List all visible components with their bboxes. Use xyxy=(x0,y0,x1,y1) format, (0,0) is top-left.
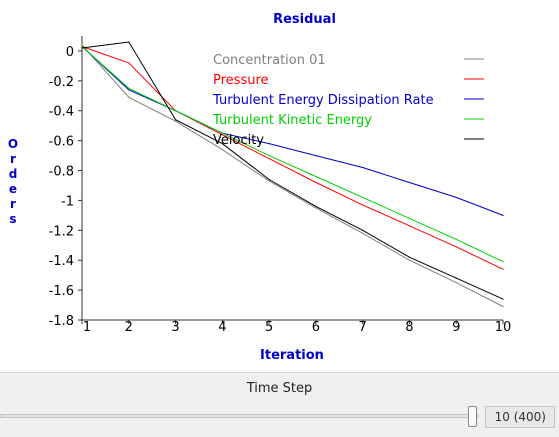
data-point-velocity xyxy=(268,178,270,181)
y-tick-label: -1.4 xyxy=(49,254,74,269)
data-point-concentration-01 xyxy=(315,207,317,209)
time-step-slider-track[interactable] xyxy=(0,414,478,418)
data-point-turbulent-kinetic-energy xyxy=(221,132,223,134)
data-point-pressure xyxy=(128,62,130,64)
y-tick-label: -1.6 xyxy=(49,284,74,299)
y-axis-label-char: d xyxy=(9,167,18,181)
y-axis-label-char: r xyxy=(10,152,16,166)
y-tick-label: -0.4 xyxy=(49,105,74,120)
time-step-panel: Time Step 10 (400) xyxy=(0,372,559,437)
data-point-pressure xyxy=(221,134,223,136)
x-tick-label: 6 xyxy=(312,320,320,335)
data-point-turbulent-energy-dissipation-rate xyxy=(502,214,504,216)
data-point-pressure xyxy=(455,246,457,248)
data-point-pressure xyxy=(268,157,270,160)
legend-label-velocity: Velocity xyxy=(213,133,264,148)
y-tick-label: -0.2 xyxy=(49,75,74,90)
data-point-turbulent-energy-dissipation-rate xyxy=(315,154,317,157)
data-point-pressure xyxy=(408,225,411,227)
data-point-concentration-01 xyxy=(502,305,504,308)
data-point-pressure xyxy=(502,268,504,270)
data-point-turbulent-kinetic-energy xyxy=(502,261,504,263)
series-line-pressure xyxy=(81,46,504,270)
x-tick-label: 3 xyxy=(171,320,179,335)
legend-label-turbulent-energy-dissipation-rate: Turbulent Energy Dissipation Rate xyxy=(212,93,434,108)
data-point-pressure xyxy=(315,181,317,184)
x-tick-label: 9 xyxy=(452,320,460,335)
data-point-velocity xyxy=(128,41,130,43)
x-tick-label: 8 xyxy=(405,320,413,335)
data-point-pressure xyxy=(362,204,364,206)
data-point-turbulent-kinetic-energy xyxy=(362,196,364,199)
data-point-turbulent-kinetic-energy xyxy=(455,238,457,240)
x-tick-label: 4 xyxy=(218,320,226,335)
y-tick-label: -0.6 xyxy=(49,135,74,150)
series-line-turbulent-kinetic-energy xyxy=(81,46,504,263)
x-tick-label: 1 xyxy=(83,320,91,335)
series-line-turbulent-energy-dissipation-rate xyxy=(81,46,504,216)
data-point-turbulent-energy-dissipation-rate xyxy=(455,196,457,199)
y-tick-label: -1.2 xyxy=(49,224,74,239)
data-point-concentration-01 xyxy=(408,259,411,261)
time-step-label: Time Step xyxy=(246,381,313,396)
y-tick-label: -1 xyxy=(61,194,74,209)
legend-label-pressure: Pressure xyxy=(213,73,269,88)
data-point-turbulent-kinetic-energy xyxy=(174,110,177,112)
legend-label-turbulent-kinetic-energy: Turbulent Kinetic Energy xyxy=(212,113,372,128)
data-point-velocity xyxy=(315,205,317,207)
data-point-velocity xyxy=(174,119,177,121)
data-point-velocity xyxy=(221,143,223,145)
y-tick-label: -0.8 xyxy=(49,165,74,180)
y-axis-label-char: r xyxy=(10,197,16,211)
data-point-turbulent-kinetic-energy xyxy=(81,45,83,48)
data-point-turbulent-energy-dissipation-rate xyxy=(128,89,130,91)
x-axis-label: Iteration xyxy=(260,348,324,363)
y-axis-label-char: s xyxy=(9,212,16,226)
y-tick-label: -1.8 xyxy=(49,314,74,329)
data-point-turbulent-kinetic-energy xyxy=(268,154,270,157)
data-point-concentration-01 xyxy=(128,96,130,98)
chart-title: Residual xyxy=(273,12,336,27)
data-point-turbulent-kinetic-energy xyxy=(128,87,130,89)
data-point-turbulent-energy-dissipation-rate xyxy=(408,181,411,184)
residual-chart: ResidualIterationOrders0-0.2-0.4-0.6-0.8… xyxy=(8,12,512,363)
time-step-value: 10 (400) xyxy=(485,406,555,428)
x-tick-label: 2 xyxy=(125,320,133,335)
y-axis-label-char: e xyxy=(9,182,17,196)
data-point-concentration-01 xyxy=(174,120,177,122)
data-point-turbulent-kinetic-energy xyxy=(408,217,411,219)
data-point-concentration-01 xyxy=(81,44,83,46)
data-point-velocity xyxy=(502,298,504,300)
data-point-concentration-01 xyxy=(268,180,270,182)
data-point-velocity xyxy=(362,229,364,231)
series-line-concentration-01 xyxy=(81,44,504,307)
data-point-velocity xyxy=(81,47,83,49)
data-point-velocity xyxy=(455,277,457,279)
data-point-concentration-01 xyxy=(362,232,364,234)
y-tick-label: 0 xyxy=(66,45,74,60)
y-axis-label-char: O xyxy=(8,137,18,151)
data-point-concentration-01 xyxy=(221,149,223,151)
data-point-velocity xyxy=(408,256,411,258)
time-step-slider-handle[interactable] xyxy=(468,406,477,427)
x-tick-label: 10 xyxy=(495,320,512,335)
x-tick-label: 5 xyxy=(265,320,273,335)
x-tick-label: 7 xyxy=(359,320,367,335)
data-point-turbulent-energy-dissipation-rate xyxy=(362,166,364,169)
data-point-concentration-01 xyxy=(455,282,457,284)
legend-label-concentration-01: Concentration 01 xyxy=(213,53,326,68)
data-point-turbulent-energy-dissipation-rate xyxy=(268,143,270,145)
series-line-velocity xyxy=(81,41,504,300)
data-point-turbulent-kinetic-energy xyxy=(315,175,317,178)
